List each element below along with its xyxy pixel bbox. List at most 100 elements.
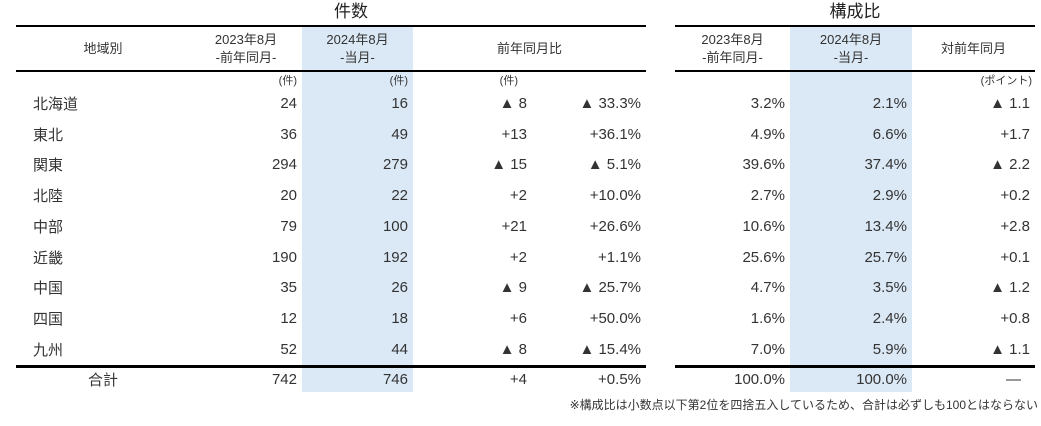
ratio-diff-cell: ▲ 2.2 [990,156,1030,174]
count-header-row: 地域別 2023年8月 -前年同月- 2024年8月 -当月- 前年同月比 [16,25,646,72]
ratio-diff-cell: ▲ 1.1 [990,341,1030,358]
count-pct-cell: +26.6% [589,217,641,235]
count-prev-cell: 79 [280,217,297,235]
ratio-curr-cell: 2.1% [790,88,912,119]
table-row: 7.0% 5.9% ▲ 1.1 [675,334,1035,365]
table-row: 4.9% 6.6% +1.7 [675,118,1035,150]
units-spacer [532,72,646,88]
ratio-header-row: 2023年8月 -前年同月- 2024年8月 -当月- 対前年同月 [675,25,1035,72]
table-row: 四国 12 18 +6 +50.0% [16,303,646,335]
table-row: 九州 52 44 ▲ 8 ▲ 15.4% [16,334,646,365]
count-diff-cell: ▲ 9 [499,279,527,297]
count-prev-cell: 294 [271,156,297,174]
ratio-diff-cell: ▲ 1.2 [990,279,1030,297]
ratio-total-prev: 100.0% [734,371,785,389]
count-pct-cell: +36.1% [589,125,641,143]
count-prev-cell: 52 [280,341,297,358]
ratio-curr-cell: 25.7% [790,241,912,273]
count-curr-cell: 44 [302,334,413,365]
ratio-curr-cell: 2.9% [790,180,912,212]
ratio-prev-cell: 7.0% [750,341,785,358]
count-pct-cell: ▲ 15.4% [579,341,641,358]
count-prev-cell: 190 [271,248,297,266]
region-label: 中部 [33,218,64,236]
count-pct-cell: ▲ 25.7% [579,279,641,297]
count-curr-cell: 18 [302,303,413,335]
count-pct-cell: ▲ 5.1% [587,156,641,174]
region-label: 北海道 [33,95,79,113]
unit-yoy: (件) [499,75,518,87]
count-diff-cell: +2 [509,248,527,266]
region-label: 近畿 [33,249,64,267]
table-row: 39.6% 37.4% ▲ 2.2 [675,149,1035,181]
count-diff-cell: +13 [501,125,527,143]
header-curr-line2: -当月- [340,49,375,65]
header-prev-line2: -前年同月- [702,49,763,65]
region-label: 九州 [33,342,64,359]
ratio-prev-cell: 39.6% [742,156,785,174]
table-row: 中国 35 26 ▲ 9 ▲ 25.7% [16,272,646,304]
ratio-total-curr: 100.0% [790,367,912,392]
header-prev-line2: -前年同月- [215,49,277,65]
ratio-table-title: 構成比 [829,2,881,21]
table-row: 北陸 20 22 +2 +10.0% [16,180,646,212]
table-row: 関東 294 279 ▲ 15 ▲ 5.1% [16,149,646,181]
count-curr-cell: 26 [302,272,413,304]
count-pct-cell: +50.0% [589,310,641,328]
ratio-total-diff: — [1006,371,1021,389]
header-region: 地域別 [83,40,123,56]
count-diff-cell: +21 [501,217,527,235]
region-label: 東北 [33,126,64,144]
count-pct-cell: +10.0% [589,187,641,205]
table-row: 4.7% 3.5% ▲ 1.2 [675,272,1035,304]
count-diff-cell: +2 [509,187,527,205]
ratio-diff-cell: +0.2 [1000,187,1030,205]
count-total-prev: 742 [271,371,297,389]
header-curr-month: 2024年8月 -当月- [790,27,912,70]
unit-points: (ポイント) [980,75,1032,87]
count-total-pct: +0.5% [598,371,641,389]
count-units-row: (件) (件) (件) [16,72,646,88]
table-row: 近畿 190 192 +2 +1.1% [16,241,646,273]
ratio-curr-cell: 2.4% [790,303,912,335]
ratio-diff-cell: +0.8 [1000,310,1030,328]
count-diff-cell: ▲ 8 [499,94,527,112]
count-curr-cell: 192 [302,241,413,273]
unit-prev: (件) [278,75,297,87]
region-label: 中国 [33,280,64,298]
ratio-prev-cell: 2.7% [750,187,785,205]
count-table-title: 件数 [334,2,368,21]
header-prev-month: 2023年8月 -前年同月- [675,27,790,70]
header-curr-line1: 2024年8月 [819,31,883,47]
total-label: 合計 [87,372,118,390]
count-prev-cell: 35 [280,279,297,297]
count-table: 件数 地域別 2023年8月 -前年同月- 2024年8月 -当月- 前年同月比… [16,0,646,392]
count-total-curr: 746 [302,367,413,392]
count-curr-cell: 49 [302,118,413,150]
header-prev-line1: 2023年8月 [701,31,764,47]
ratio-prev-cell: 10.6% [742,217,785,235]
units-spacer [790,72,912,88]
count-curr-cell: 16 [302,88,413,119]
count-prev-cell: 36 [280,125,297,143]
ratio-prev-cell: 25.6% [742,248,785,266]
region-label: 関東 [33,157,64,175]
ratio-prev-cell: 1.6% [750,310,785,328]
count-diff-cell: ▲ 15 [491,156,527,174]
footnote: ※構成比は小数点以下第2位を四捨五入しているため、合計は必ずしも100とはならな… [569,398,1038,412]
table-row: 東北 36 49 +13 +36.1% [16,118,646,150]
ratio-units-row: (ポイント) [675,72,1035,88]
header-curr-month: 2024年8月 -当月- [302,27,413,70]
ratio-total-row: 100.0% 100.0% — [675,364,1035,392]
ratio-diff-cell: +0.1 [1000,248,1030,266]
ratio-curr-cell: 13.4% [790,211,912,242]
table-row: 中部 79 100 +21 +26.6% [16,211,646,242]
header-prev-month: 2023年8月 -前年同月- [190,27,302,70]
header-curr-line2: -当月- [833,49,869,65]
table-row: 10.6% 13.4% +2.8 [675,211,1035,242]
ratio-curr-cell: 6.6% [790,118,912,150]
ratio-diff-cell: +2.8 [1000,217,1030,235]
region-label: 四国 [33,311,64,329]
count-diff-cell: ▲ 8 [499,341,527,358]
